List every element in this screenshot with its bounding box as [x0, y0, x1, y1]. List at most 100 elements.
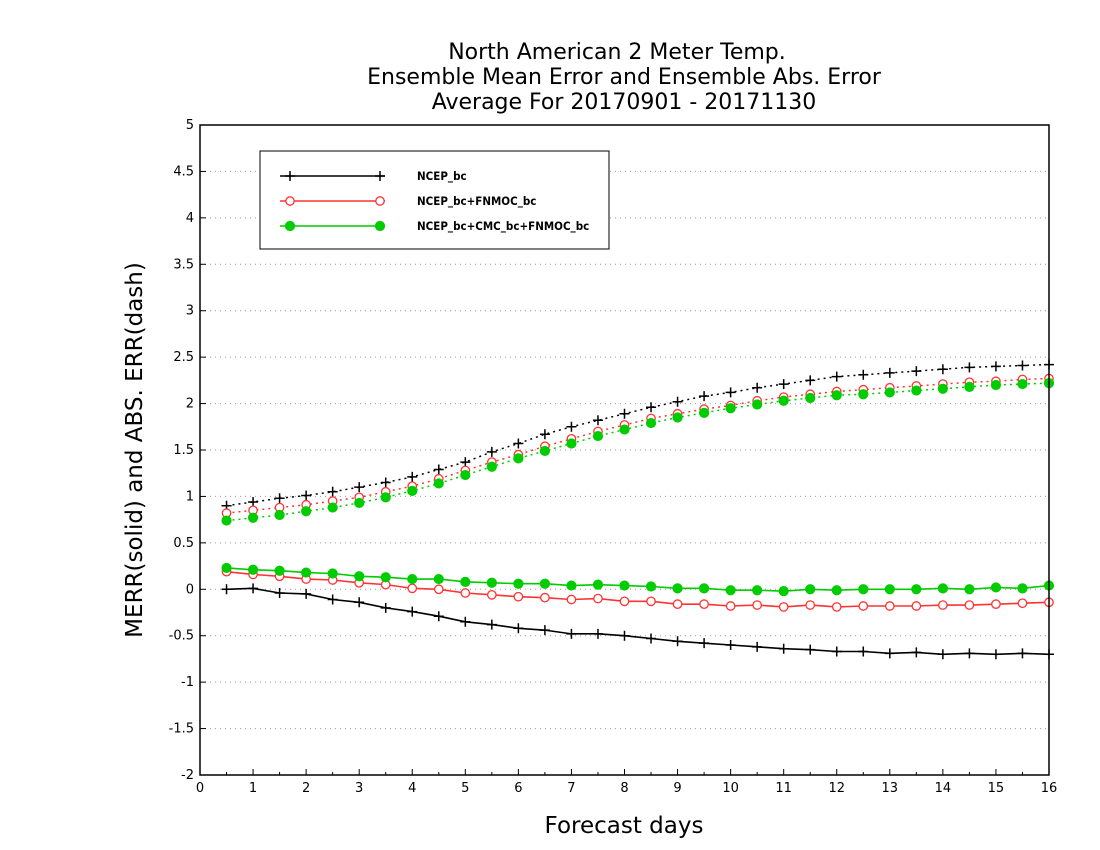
legend-marker: [374, 220, 386, 232]
legend-item: NCEP_bc+CMC_bc+FNMOC_bc: [280, 219, 589, 234]
merr-point: [937, 649, 948, 660]
merr-point: [752, 585, 763, 596]
abs-err-point: [380, 492, 391, 503]
merr-point: [646, 596, 656, 607]
abs-err-point: [486, 446, 497, 457]
merr-point: [619, 596, 630, 607]
merr-point: [937, 583, 948, 594]
merr-point: [831, 602, 842, 612]
merr-point: [964, 600, 975, 610]
merr-point: [380, 602, 391, 613]
merr-point: [884, 601, 895, 611]
abs-err-point: [805, 375, 816, 386]
abs-err-point: [672, 396, 683, 407]
abs-err-point: [513, 438, 524, 449]
merr-point: [699, 638, 710, 649]
y-tick-label: 0: [186, 582, 194, 597]
merr-point: [407, 583, 418, 594]
legend-item: NCEP_bc+FNMOC_bc: [280, 194, 536, 209]
merr-point: [698, 583, 710, 594]
merr-point: [672, 599, 683, 609]
x-tick-label: 15: [988, 781, 1005, 796]
abs-err-point: [407, 471, 418, 482]
y-tick-label: -1.5: [169, 722, 194, 737]
abs-err-point: [380, 477, 391, 488]
merr-point: [407, 606, 418, 617]
merr-point: [938, 600, 948, 610]
merr-point: [380, 572, 391, 583]
legend-label: NCEP_bc+CMC_bc+FNMOC_bc: [417, 219, 589, 234]
abs-err-point: [1017, 378, 1028, 390]
merr-point: [460, 576, 471, 587]
abs-err-point: [778, 379, 789, 390]
merr-point: [221, 562, 232, 574]
legend-box: [259, 150, 610, 250]
abs-err-point: [566, 438, 577, 449]
legend-marker: [285, 171, 295, 181]
merr-point: [592, 628, 603, 639]
merr-point: [805, 584, 816, 595]
x-tick-label: 12: [828, 781, 845, 796]
merr-point: [619, 630, 630, 641]
y-axis-title: MERR(solid) and ABS. ERR(dash): [122, 262, 148, 638]
merr-point: [778, 643, 789, 654]
abs-err-point: [990, 361, 1001, 372]
x-tick-label: 13: [882, 781, 899, 796]
abs-err-point: [911, 366, 922, 377]
merr-point: [460, 616, 471, 627]
x-tick-label: 10: [722, 781, 739, 796]
merr-point: [513, 591, 524, 602]
abs-err-point: [725, 403, 736, 414]
abs-err-point: [619, 424, 630, 435]
merr-point: [990, 582, 1002, 593]
abs-err-point: [964, 362, 975, 373]
merr-point: [911, 584, 922, 595]
merr-point: [778, 586, 789, 597]
abs-err-point: [646, 402, 657, 413]
merr-point: [301, 588, 312, 599]
abs-err-point: [619, 408, 630, 419]
merr-point: [646, 633, 657, 644]
merr-point: [778, 602, 789, 612]
merr-point: [486, 577, 497, 588]
series-ncep-bc-cmc-bc-fnmoc-bc: [221, 378, 1055, 597]
y-tick-label: 3: [186, 304, 194, 319]
abs-err-point: [274, 509, 285, 521]
abs-err-point: [407, 485, 418, 496]
x-tick-label: 5: [461, 781, 469, 796]
abs-err-point: [699, 391, 710, 402]
merr-point: [752, 641, 763, 652]
merr-point: [858, 584, 869, 595]
merr-point: [433, 584, 444, 595]
y-tick-label: 4: [186, 211, 194, 226]
merr-point: [805, 644, 816, 655]
abs-err-point: [354, 497, 365, 509]
merr-point: [247, 564, 259, 575]
abs-err-point: [831, 371, 842, 382]
chart-title-line-1: North American 2 Meter Temp.: [448, 40, 786, 65]
merr-point: [354, 571, 365, 582]
abs-err-point: [911, 385, 922, 396]
merr-point: [539, 625, 550, 636]
merr-point: [884, 584, 895, 595]
merr-point: [645, 581, 657, 592]
abs-err-point: [592, 430, 604, 442]
y-tick-label: 2.5: [173, 350, 194, 365]
x-tick-label: 2: [302, 781, 310, 796]
x-tick-label: 11: [775, 781, 792, 796]
x-tick-label: 3: [355, 781, 363, 796]
abs-err-point: [937, 364, 948, 375]
legend-item: NCEP_bc: [280, 169, 467, 184]
merr-point: [725, 640, 736, 650]
merr-point: [911, 601, 922, 611]
abs-err-point: [539, 429, 550, 440]
merr-point: [327, 594, 338, 605]
abs-err-point: [884, 367, 895, 378]
merr-point: [672, 636, 683, 647]
abs-err-point: [831, 390, 842, 401]
abs-err-point: [858, 389, 869, 400]
abs-err-point: [990, 379, 1002, 391]
abs-err-point: [752, 399, 763, 410]
abs-err-point: [725, 387, 736, 398]
